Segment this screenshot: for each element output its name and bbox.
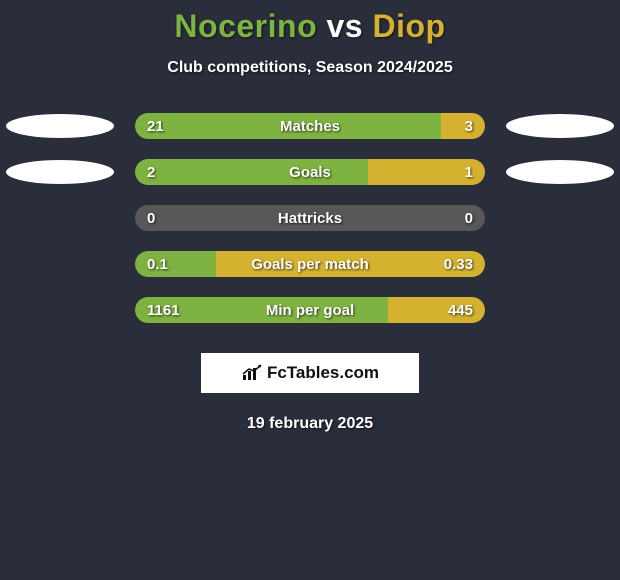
player1-marker [6, 160, 114, 184]
stats-rows: 213Matches 21Goals 00Hattricks 0.10.33Goals… [0, 113, 620, 323]
stat-bar: 0.10.33Goals per match [135, 251, 485, 277]
stat-label: Goals per match [135, 251, 485, 277]
chart-icon [241, 364, 263, 382]
stat-label: Goals [135, 159, 485, 185]
stat-row: 213Matches [0, 113, 620, 139]
page-title: Nocerino vs Diop [0, 8, 620, 45]
brand-text: FcTables.com [267, 363, 379, 383]
player2-name: Diop [372, 8, 445, 44]
player1-marker [6, 114, 114, 138]
stat-bar: 21Goals [135, 159, 485, 185]
player2-marker [506, 160, 614, 184]
stat-label: Matches [135, 113, 485, 139]
player2-marker [506, 114, 614, 138]
brand-badge[interactable]: FcTables.com [201, 353, 419, 393]
player1-name: Nocerino [174, 8, 317, 44]
stat-label: Min per goal [135, 297, 485, 323]
stat-row: 1161445Min per goal [0, 297, 620, 323]
stat-row: 00Hattricks [0, 205, 620, 231]
stat-bar: 1161445Min per goal [135, 297, 485, 323]
subtitle: Club competitions, Season 2024/2025 [0, 59, 620, 77]
stat-row: 21Goals [0, 159, 620, 185]
stat-bar: 213Matches [135, 113, 485, 139]
date-text: 19 february 2025 [0, 415, 620, 433]
vs-separator: vs [327, 8, 364, 44]
stat-row: 0.10.33Goals per match [0, 251, 620, 277]
stat-label: Hattricks [135, 205, 485, 231]
comparison-card: Nocerino vs Diop Club competitions, Seas… [0, 0, 620, 433]
stat-bar: 00Hattricks [135, 205, 485, 231]
